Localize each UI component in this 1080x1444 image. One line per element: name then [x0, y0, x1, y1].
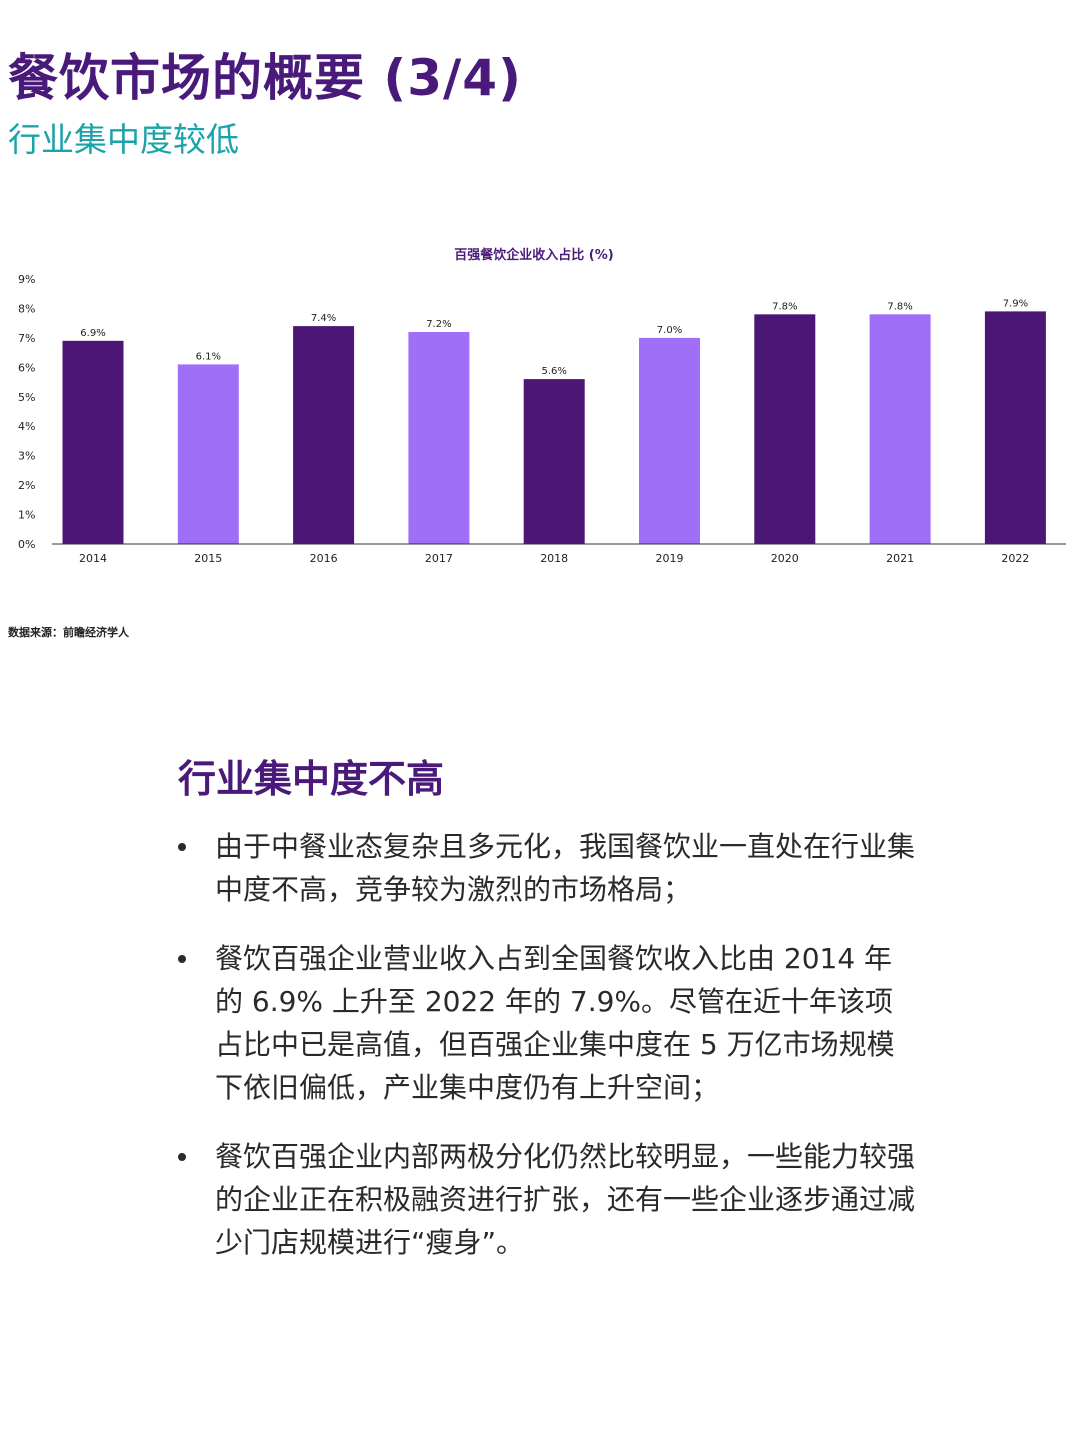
section-heading: 行业集中度不高 [178, 757, 445, 801]
x-tick-label: 2017 [425, 552, 453, 565]
x-tick-label: 2018 [540, 552, 568, 565]
data-label: 6.9% [80, 328, 105, 339]
x-tick-label: 2021 [886, 552, 914, 565]
data-label: 7.9% [1003, 298, 1028, 309]
bullet-dot [178, 955, 186, 963]
bar [177, 364, 239, 544]
y-axis: 0% 1% 2% 3% 4% 5% 6% 7% 8% 9% [18, 273, 35, 551]
data-label: 6.1% [196, 351, 221, 362]
y-tick-label: 7% [18, 332, 35, 345]
bullet-list: 由于中餐业态复杂且多元化，我国餐饮业一直处在行业集中度不高，竞争较为激烈的市场格… [178, 825, 918, 1264]
y-tick-label: 4% [18, 420, 35, 433]
y-tick-label: 8% [18, 302, 35, 315]
data-labels: 6.9% 6.1% 7.4% 7.2% 5.6% 7.0% 7.8% 7.8% 7.9% [80, 298, 1028, 377]
y-tick-label: 3% [18, 450, 35, 463]
page-subtitle: 行业集中度较低 [8, 120, 239, 159]
data-label: 7.8% [772, 301, 797, 312]
data-label: 7.2% [426, 319, 451, 330]
data-label: 7.4% [311, 313, 336, 324]
list-item: 餐饮百强企业营业收入占到全国餐饮收入比由 2014 年的 6.9% 上升至 20… [178, 937, 918, 1109]
list-item: 由于中餐业态复杂且多元化，我国餐饮业一直处在行业集中度不高，竞争较为激烈的市场格… [178, 825, 918, 911]
bar [408, 332, 470, 544]
data-label: 7.0% [657, 325, 682, 336]
bar [523, 379, 585, 544]
y-tick-label: 1% [18, 509, 35, 522]
y-tick-label: 5% [18, 391, 35, 404]
summary-section: 行业集中度不高 由于中餐业态复杂且多元化，我国餐饮业一直处在行业集中度不高，竞争… [178, 748, 918, 1290]
bar [869, 314, 931, 544]
bar [639, 337, 700, 544]
bar [754, 314, 816, 544]
bars [62, 311, 1046, 544]
page-title: 餐饮市场的概要 (3/4) [8, 49, 522, 107]
bar [984, 311, 1046, 544]
y-tick-label: 0% [18, 538, 35, 551]
bullet-dot [178, 843, 186, 851]
list-item: 餐饮百强企业内部两极分化仍然比较明显，一些能力较强的企业正在积极融资进行扩张，还… [178, 1135, 918, 1264]
x-tick-label: 2022 [1001, 552, 1029, 565]
bullet-text: 餐饮百强企业内部两极分化仍然比较明显，一些能力较强的企业正在积极融资进行扩张，还… [215, 1140, 916, 1259]
y-tick-label: 6% [18, 361, 35, 374]
x-tick-label: 2019 [656, 552, 684, 565]
source-note: 数据来源：前瞻经济学人 [8, 626, 129, 639]
y-tick-label: 9% [18, 273, 35, 286]
x-tick-label: 2014 [79, 552, 107, 565]
bar [293, 326, 355, 544]
x-tick-label: 2020 [771, 552, 799, 565]
y-tick-label: 2% [18, 479, 35, 492]
chart-title: 百强餐饮企业收入占比 (%) [454, 247, 613, 263]
data-label: 5.6% [541, 366, 566, 377]
bar [62, 340, 124, 544]
bullet-text: 餐饮百强企业营业收入占到全国餐饮收入比由 2014 年的 6.9% 上升至 20… [215, 942, 895, 1104]
bullet-text: 由于中餐业态复杂且多元化，我国餐饮业一直处在行业集中度不高，竞争较为激烈的市场格… [215, 830, 916, 906]
x-tick-label: 2015 [194, 552, 222, 565]
x-tick-label: 2016 [310, 552, 338, 565]
bullet-dot [178, 1153, 186, 1161]
data-label: 7.8% [887, 301, 912, 312]
revenue-share-bar-chart: 百强餐饮企业收入占比 (%) 0% 1% 2% 3% 4% 5% 6% 7% 8% 9% 6.9%… [18, 247, 1066, 565]
x-axis: 2014 2015 2016 2017 2018 2019 2020 2021 2022 [79, 552, 1029, 565]
